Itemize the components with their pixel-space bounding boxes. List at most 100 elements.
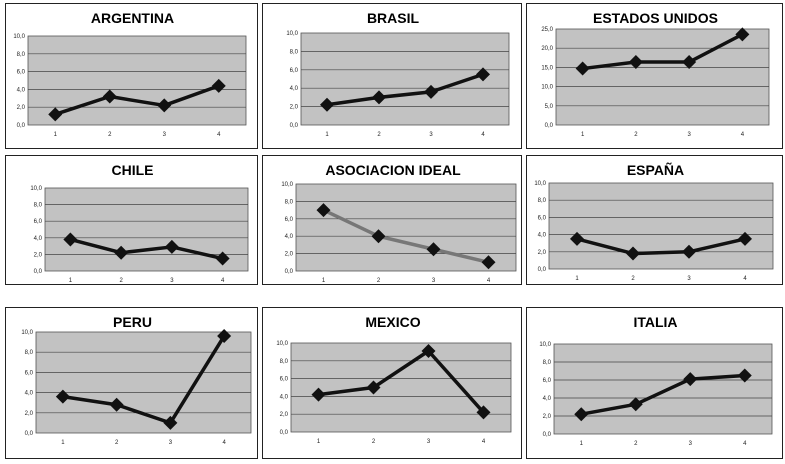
- x-tick-label: 2: [377, 278, 381, 284]
- y-tick-label: 10,0: [534, 181, 546, 187]
- x-tick-label: 2: [634, 441, 638, 447]
- y-tick-label: 0,0: [34, 269, 43, 275]
- x-tick-label: 2: [372, 439, 376, 445]
- y-tick-label: 10,0: [21, 330, 33, 336]
- chart-title: ARGENTINA: [91, 10, 174, 26]
- chart-panel-italia: ITALIA 0,0 2,0 4,0 6,0 8,0 10,0 1 2 3 4: [526, 307, 783, 459]
- chart-panel-peru: PERU 0,0 2,0 4,0 6,0 8,0 10,0 1 2 3 4: [5, 307, 258, 459]
- y-tick-label: 8,0: [17, 52, 26, 58]
- y-tick-label: 6,0: [543, 378, 552, 384]
- x-tick-label: 4: [482, 439, 486, 445]
- data-point: [738, 231, 752, 246]
- data-point: [157, 98, 172, 113]
- data-point: [114, 245, 129, 260]
- series-line: [582, 32, 744, 71]
- data-point: [320, 97, 334, 112]
- data-point: [109, 397, 124, 412]
- plot-area: [290, 342, 512, 433]
- data-point: [424, 84, 438, 99]
- y-tick-label: 10,0: [541, 85, 553, 91]
- y-tick-label: 2,0: [285, 252, 294, 258]
- chart-panel-estados-unidos: ESTADOS UNIDOS 0,0 5,0 10,0 15,0 20,0 25,0 1 2 3 4: [526, 3, 783, 149]
- x-tick-label: 1: [317, 439, 321, 445]
- y-tick-label: 4,0: [280, 394, 289, 400]
- series-line: [318, 349, 485, 414]
- y-tick-label: 2,0: [25, 411, 34, 417]
- y-tick-label: 4,0: [34, 236, 43, 242]
- y-tick-label: 0,0: [538, 267, 547, 273]
- y-tick-label: 10,0: [30, 186, 42, 192]
- y-tick-label: 6,0: [25, 370, 34, 376]
- data-point: [735, 27, 750, 42]
- x-tick-label: 2: [119, 278, 123, 284]
- series-line: [326, 72, 484, 107]
- plot-area: [548, 182, 774, 270]
- chart-panel-mexico: MEXICO 0,0 2,0 4,0 6,0 8,0 10,0 1 2 3 4: [262, 307, 522, 459]
- y-tick-label: 20,0: [541, 46, 553, 52]
- y-tick-label: 0,0: [285, 269, 294, 275]
- y-tick-label: 0,0: [17, 123, 26, 129]
- y-tick-label: 10,0: [539, 342, 551, 348]
- x-tick-label: 4: [487, 278, 491, 284]
- x-tick-label: 3: [429, 132, 433, 138]
- x-tick-label: 4: [743, 276, 747, 282]
- data-point: [215, 251, 230, 266]
- chart-svg-asociacion-ideal: ASOCIACION IDEAL 0,0 2,0 4,0 6,0 8,0 10,0 1 2 3 4: [281, 162, 517, 284]
- x-tick-label: 1: [580, 441, 584, 447]
- x-tick-label: 1: [61, 440, 65, 446]
- y-tick-label: 4,0: [285, 234, 294, 240]
- x-tick-label: 1: [581, 132, 585, 138]
- y-tick-label: 0,0: [25, 431, 34, 437]
- y-tick-label: 15,0: [541, 65, 553, 71]
- plot-area: [553, 343, 773, 435]
- x-tick-label: 4: [222, 440, 226, 446]
- y-tick-label: 6,0: [290, 68, 299, 74]
- data-point: [366, 380, 381, 395]
- x-tick-label: 4: [221, 278, 225, 284]
- data-point: [575, 61, 590, 76]
- chart-title: PERU: [113, 314, 152, 330]
- y-tick-label: 4,0: [543, 396, 552, 402]
- chart-panel-asociacion-ideal: ASOCIACION IDEAL 0,0 2,0 4,0 6,0 8,0 10,0 1 2 3 4: [262, 155, 522, 285]
- x-tick-label: 1: [322, 278, 326, 284]
- data-point: [211, 78, 226, 93]
- data-point: [371, 229, 386, 244]
- x-tick-label: 3: [432, 278, 436, 284]
- data-point: [316, 203, 331, 218]
- chart-title: ESPAÑA: [627, 161, 684, 178]
- chart-svg-mexico: MEXICO 0,0 2,0 4,0 6,0 8,0 10,0 1 2 3 4: [276, 314, 512, 445]
- chart-panel-brasil: BRASIL 0,0 2,0 4,0 6,0 8,0 10,0 1 2 3 4: [262, 3, 522, 149]
- chart-svg-espana: ESPAÑA 0,0 2,0 4,0 6,0 8,0 10,0 1 2 3 4: [534, 161, 774, 282]
- y-tick-label: 2,0: [290, 105, 299, 111]
- data-point: [574, 407, 589, 422]
- chart-svg-italia: ITALIA 0,0 2,0 4,0 6,0 8,0 10,0 1 2 3 4: [539, 314, 773, 447]
- y-tick-label: 6,0: [34, 219, 43, 225]
- plot-area: [300, 32, 510, 126]
- data-point: [421, 344, 436, 359]
- chart-panel-espana: ESPAÑA 0,0 2,0 4,0 6,0 8,0 10,0 1 2 3 4: [526, 155, 783, 285]
- data-point: [682, 55, 697, 70]
- data-point: [163, 415, 178, 430]
- chart-title: ASOCIACION IDEAL: [325, 162, 461, 178]
- x-tick-label: 1: [69, 278, 73, 284]
- data-point: [164, 239, 179, 254]
- x-tick-label: 2: [108, 132, 112, 138]
- chart-svg-estados-unidos: ESTADOS UNIDOS 0,0 5,0 10,0 15,0 20,0 25,0 1 2 3 4: [541, 10, 770, 138]
- plot-area: [555, 28, 770, 126]
- data-point: [476, 405, 491, 420]
- x-tick-label: 2: [631, 276, 635, 282]
- chart-svg-peru: PERU 0,0 2,0 4,0 6,0 8,0 10,0 1 2 3 4: [21, 314, 252, 446]
- data-point: [682, 244, 696, 259]
- data-point: [476, 67, 490, 82]
- y-tick-label: 4,0: [290, 86, 299, 92]
- y-tick-label: 2,0: [34, 252, 43, 258]
- x-tick-label: 3: [687, 132, 691, 138]
- y-tick-label: 6,0: [538, 215, 547, 221]
- x-tick-label: 1: [575, 276, 579, 282]
- series-line: [580, 373, 745, 416]
- data-point: [55, 389, 70, 404]
- chart-title: MEXICO: [365, 314, 420, 330]
- plot-area: [295, 183, 517, 272]
- y-tick-label: 8,0: [285, 199, 294, 205]
- y-tick-label: 4,0: [17, 87, 26, 93]
